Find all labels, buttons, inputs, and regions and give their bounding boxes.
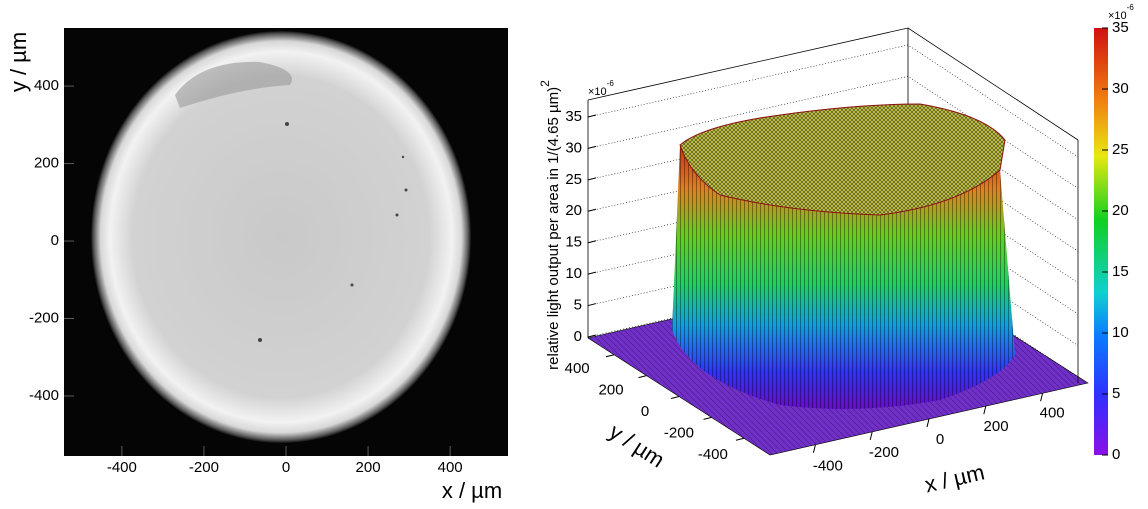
colorbar-tick-label: 25 bbox=[1112, 141, 1129, 158]
colorbar bbox=[1094, 28, 1108, 455]
colorbar-tick-label: 35 bbox=[1112, 19, 1129, 36]
z-tick-label: 30 bbox=[565, 139, 582, 156]
y-axis-label: y / µm bbox=[605, 419, 669, 473]
colorbar-tick-label: 15 bbox=[1112, 263, 1129, 280]
colorbar-multiplier-exponent: -6 bbox=[1127, 3, 1135, 12]
colorbar-tick-label: 20 bbox=[1112, 202, 1129, 219]
x-tick-label: -200 bbox=[189, 459, 219, 476]
x-axis-label: x / µm bbox=[922, 459, 986, 497]
colorbar-tick-label: 5 bbox=[1112, 385, 1120, 402]
x-tick-label: 200 bbox=[356, 459, 381, 476]
z-multiplier-base: ×10 bbox=[588, 86, 607, 98]
z-tick bbox=[587, 303, 597, 307]
colorbar-multiplier-base: ×10 bbox=[1108, 10, 1127, 22]
z-tick-label: 20 bbox=[565, 202, 582, 219]
z-tick bbox=[587, 177, 597, 181]
image-panel bbox=[64, 28, 508, 456]
z-tick-label: 5 bbox=[574, 297, 582, 314]
x-tick bbox=[1040, 393, 1044, 402]
y-tick bbox=[670, 396, 680, 399]
x-tick-label: 200 bbox=[984, 418, 1009, 435]
x-tick-label: 400 bbox=[1040, 405, 1065, 422]
z-axis-label-text: relative light output per area in 1/(4.6… bbox=[545, 87, 562, 370]
y-tick-label: 0 bbox=[641, 403, 649, 420]
z-multiplier: ×10-6 bbox=[588, 79, 614, 98]
x-tick-label: -200 bbox=[869, 444, 899, 461]
fiber-image bbox=[91, 31, 471, 443]
y-tick-label: -400 bbox=[29, 387, 59, 404]
surface-panel bbox=[587, 27, 1108, 456]
y-tick-label: 400 bbox=[565, 360, 590, 377]
z-tick-label: 0 bbox=[574, 328, 582, 345]
surface-top bbox=[679, 103, 1006, 216]
z-tick-label: 10 bbox=[565, 265, 582, 282]
z-tick bbox=[587, 334, 597, 338]
y-tick bbox=[703, 416, 712, 420]
z-tick bbox=[587, 240, 597, 244]
z-tick bbox=[587, 208, 597, 212]
colorbar-multiplier: ×10-6 bbox=[1108, 3, 1134, 22]
x-tick-label: 400 bbox=[438, 459, 463, 476]
x-tick bbox=[926, 418, 930, 428]
surface bbox=[672, 103, 1015, 409]
y-tick-label: -200 bbox=[29, 309, 59, 326]
x-tick-label: 0 bbox=[282, 459, 290, 476]
x-tick bbox=[983, 406, 987, 415]
colorbar-tick-label: 0 bbox=[1112, 446, 1120, 463]
specks bbox=[258, 122, 408, 342]
colorbar-tick-label: 10 bbox=[1112, 324, 1129, 341]
y-tick-label: -200 bbox=[664, 424, 694, 441]
x-tick bbox=[869, 431, 873, 440]
image-feature bbox=[175, 61, 292, 108]
y-tick-label: -400 bbox=[698, 446, 728, 463]
y-tick bbox=[605, 354, 615, 358]
grid-line bbox=[587, 44, 1079, 158]
z-multiplier-exponent: -6 bbox=[607, 79, 615, 88]
z-axis-label-exponent: 2 bbox=[538, 80, 552, 87]
z-tick-label: 25 bbox=[565, 171, 582, 188]
colorbar-tick-label: 30 bbox=[1112, 80, 1129, 97]
x-tick-label: 0 bbox=[936, 431, 944, 448]
y-tick bbox=[735, 437, 745, 441]
x-tick-label: -400 bbox=[107, 459, 137, 476]
y-tick-label: 200 bbox=[34, 155, 59, 172]
y-tick bbox=[638, 375, 647, 379]
y-tick-label: 400 bbox=[34, 77, 59, 94]
x-tick bbox=[812, 444, 816, 453]
z-tick bbox=[587, 271, 597, 275]
z-tick-label: 15 bbox=[565, 234, 582, 251]
x-axis-label: x / µm bbox=[442, 478, 502, 503]
surface-mesh bbox=[672, 145, 1015, 409]
x-tick-label: -400 bbox=[813, 457, 843, 474]
y-axis-label: y / µm bbox=[6, 32, 31, 92]
z-axis-label: relative light output per area in 1/(4.6… bbox=[538, 80, 562, 370]
z-tick bbox=[587, 145, 597, 149]
y-tick-label: 200 bbox=[599, 382, 624, 399]
y-tick-label: 0 bbox=[51, 232, 59, 249]
z-tick-label: 35 bbox=[565, 108, 582, 125]
z-tick bbox=[587, 114, 597, 118]
